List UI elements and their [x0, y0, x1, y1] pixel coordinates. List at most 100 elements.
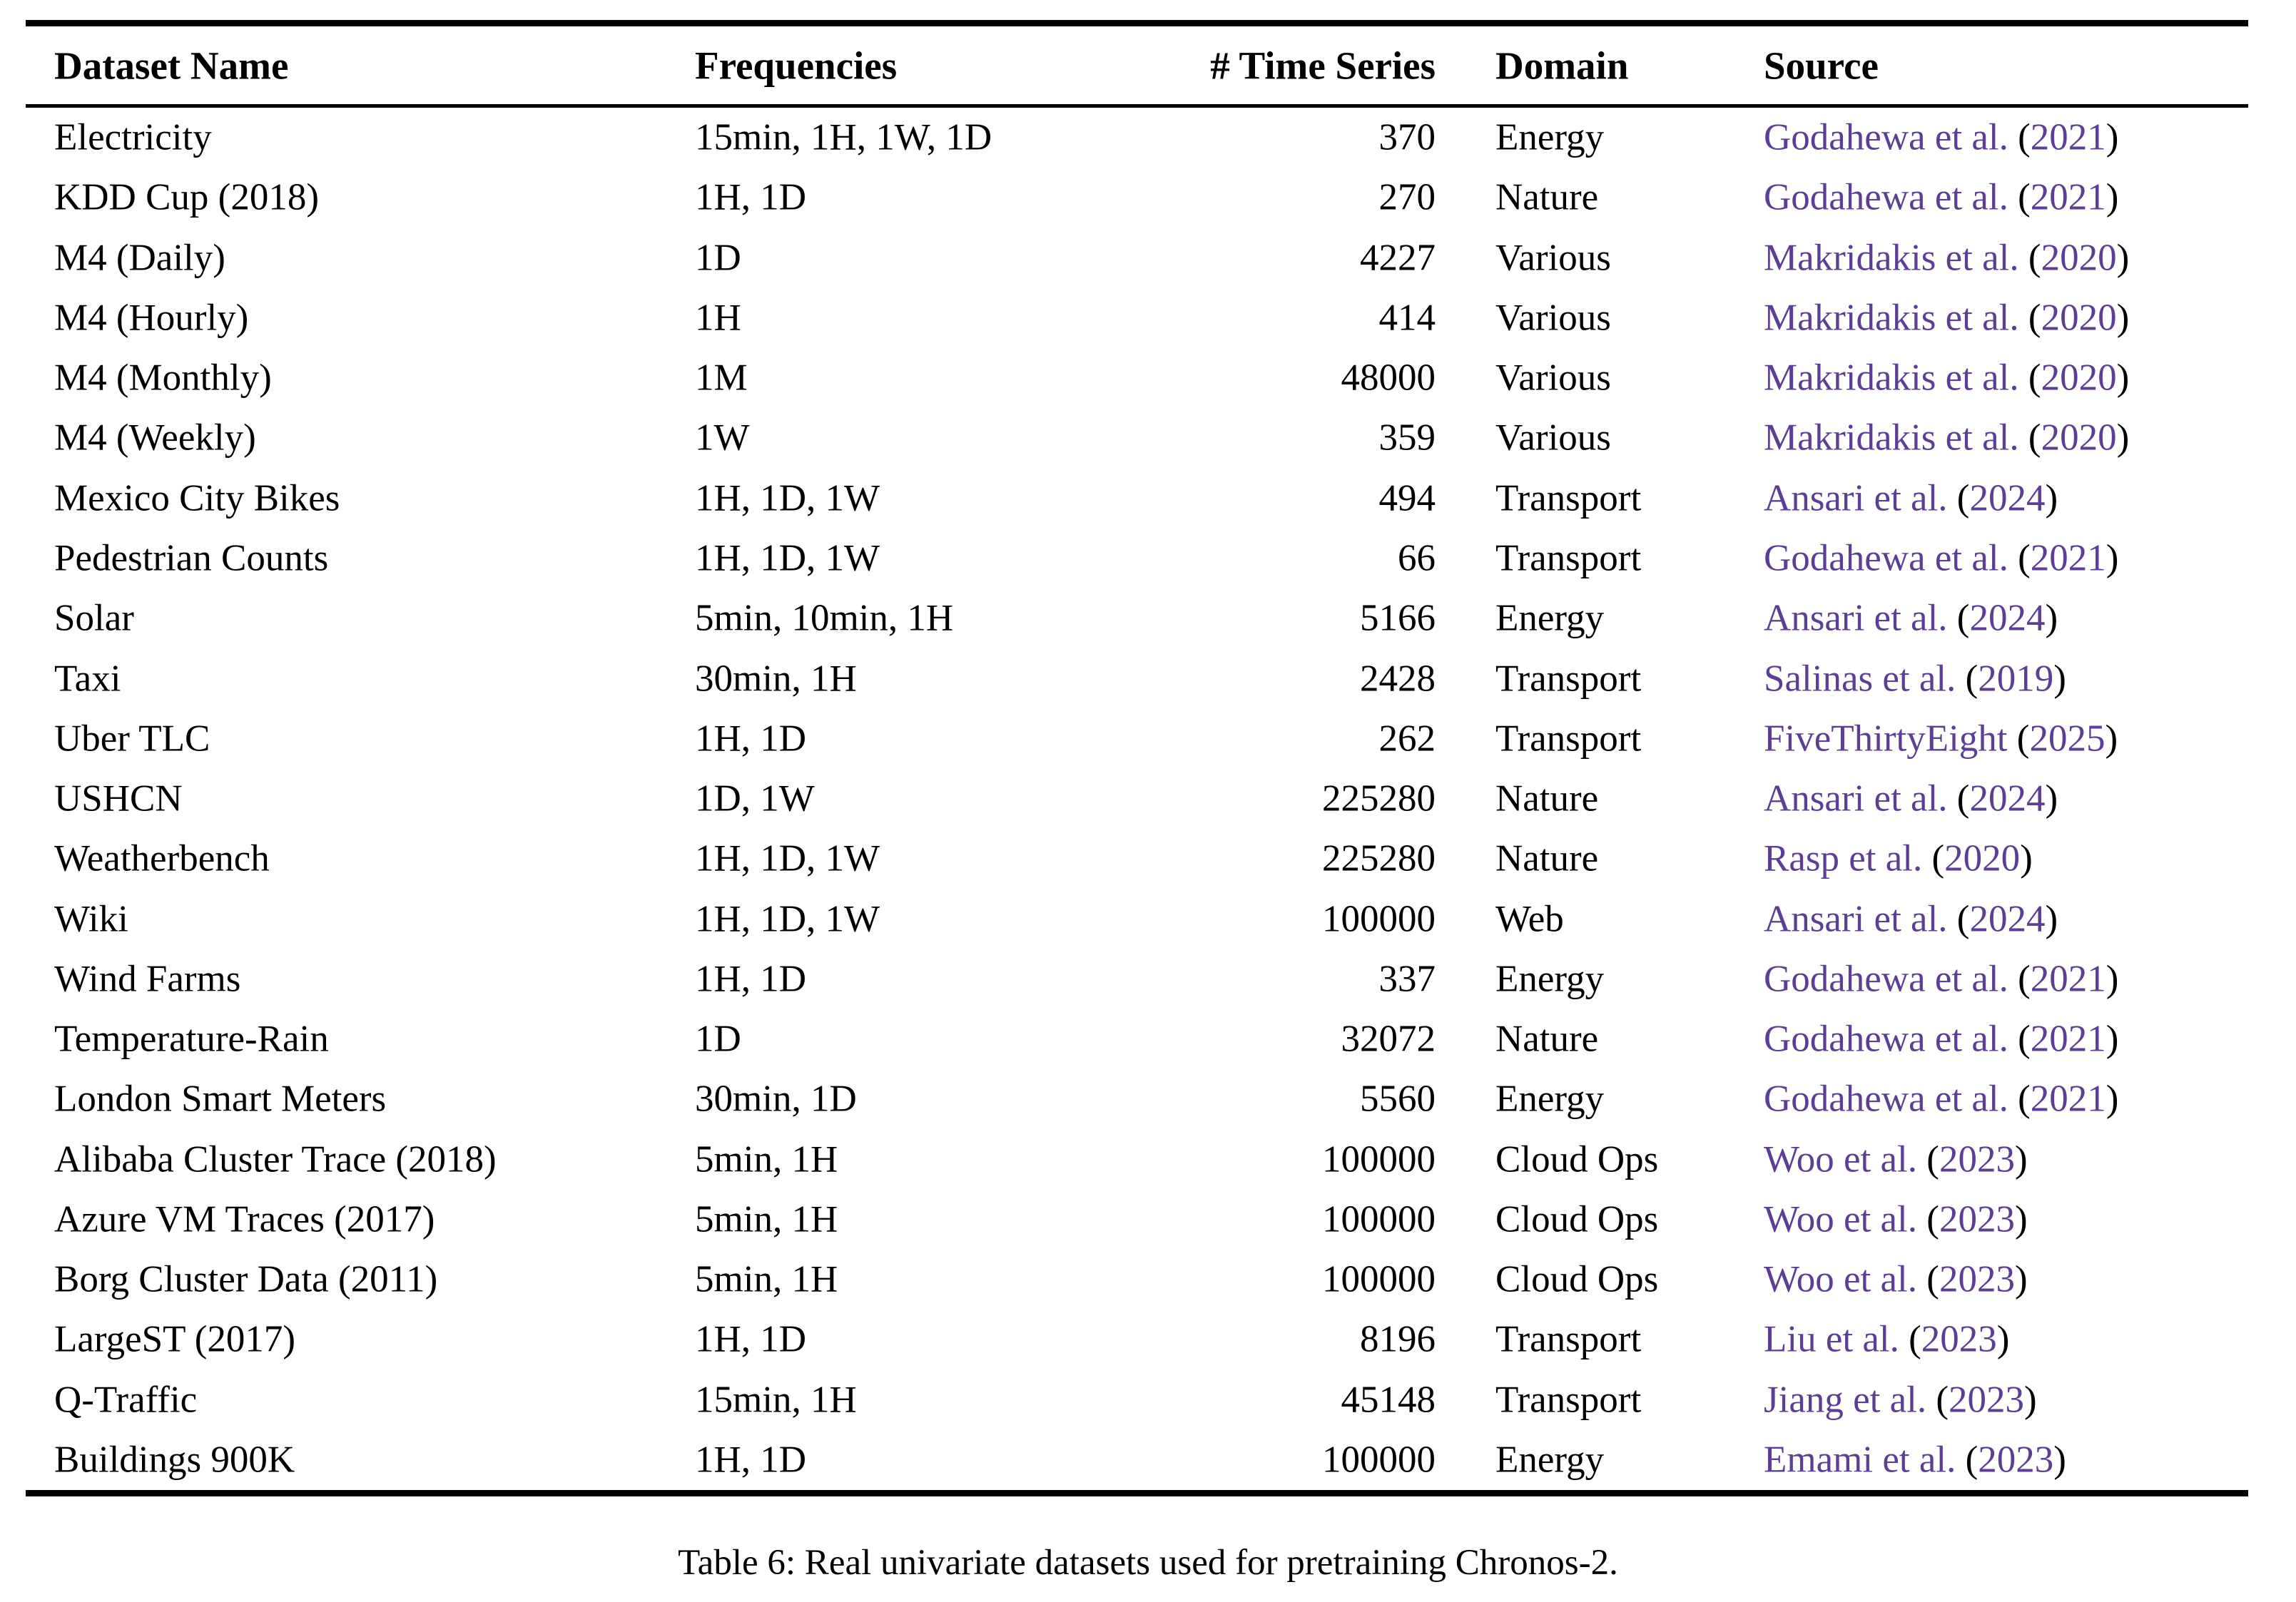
- table-row: Electricity 15min, 1H, 1W, 1D 370 Energy…: [0, 108, 2296, 168]
- domain-cell: Energy: [1495, 958, 1605, 1000]
- source-cell: Ansari et al. (2024): [1764, 479, 2058, 517]
- frequencies-cell: 1H, 1D, 1W: [695, 537, 880, 579]
- col-header-dataset-name: Dataset Name: [54, 44, 289, 87]
- frequencies-cell: 1H, 1D: [695, 1318, 807, 1360]
- num-time-series-cell: 2428: [1360, 658, 1436, 700]
- table-row: London Smart Meters 30min, 1D 5560 Energ…: [0, 1069, 2296, 1129]
- num-time-series-cell: 100000: [1322, 1439, 1436, 1481]
- citation-link[interactable]: Rasp et al. (2020): [1764, 837, 2033, 879]
- frequencies-cell: 1D: [695, 237, 741, 279]
- col-header-source: Source: [1764, 44, 1879, 87]
- citation-link[interactable]: Godahewa et al. (2021): [1764, 537, 2119, 579]
- num-time-series-cell: 225280: [1322, 837, 1436, 879]
- num-time-series-cell: 270: [1378, 176, 1436, 218]
- citation-link[interactable]: Godahewa et al. (2021): [1764, 176, 2119, 218]
- source-cell: Godahewa et al. (2021): [1764, 116, 2119, 158]
- num-time-series-cell: 45148: [1341, 1379, 1436, 1421]
- citation-link[interactable]: Ansari et al. (2024): [1764, 898, 2058, 940]
- citation-link[interactable]: Makridakis et al. (2020): [1764, 357, 2130, 399]
- citation-link[interactable]: Makridakis et al. (2020): [1764, 417, 2130, 459]
- citation-link[interactable]: Godahewa et al. (2021): [1764, 116, 2119, 158]
- citation-link[interactable]: Godahewa et al. (2021): [1764, 1078, 2119, 1120]
- source-cell: Salinas et al. (2019): [1764, 660, 2066, 698]
- table-row: Wind Farms 1H, 1D 337 Energy Godahewa et…: [0, 949, 2296, 1009]
- table-row: Azure VM Traces (2017) 5min, 1H 100000 C…: [0, 1190, 2296, 1250]
- source-cell: Jiang et al. (2023): [1764, 1381, 2037, 1419]
- dataset-name-cell: LargeST (2017): [54, 1318, 296, 1360]
- citation-link[interactable]: Godahewa et al. (2021): [1764, 1018, 2119, 1060]
- source-cell: Ansari et al. (2024): [1764, 597, 2058, 639]
- citation-link[interactable]: Liu et al. (2023): [1764, 1318, 2010, 1360]
- frequencies-cell: 1H, 1D: [695, 1439, 807, 1481]
- citation-link[interactable]: Godahewa et al. (2021): [1764, 958, 2119, 1000]
- citation-link[interactable]: Woo et al. (2023): [1764, 1258, 2028, 1300]
- frequencies-cell: 1H, 1D: [695, 176, 807, 218]
- table-row: Weatherbench 1H, 1D, 1W 225280 Nature Ra…: [0, 829, 2296, 889]
- source-cell: Godahewa et al. (2021): [1764, 539, 2118, 577]
- citation-link[interactable]: Ansari et al. (2024): [1764, 597, 2058, 639]
- table-row: Taxi 30min, 1H 2428 Transport Salinas et…: [0, 648, 2296, 708]
- num-time-series-cell: 370: [1378, 116, 1436, 158]
- frequencies-cell: 1H, 1D, 1W: [695, 837, 880, 879]
- dataset-name-cell: London Smart Meters: [54, 1078, 387, 1120]
- frequencies-cell: 5min, 1H: [695, 1138, 838, 1180]
- dataset-name-cell: M4 (Weekly): [54, 417, 256, 459]
- frequencies-cell: 1H, 1D, 1W: [695, 898, 880, 940]
- citation-link[interactable]: Woo et al. (2023): [1764, 1138, 2028, 1180]
- dataset-name-cell: M4 (Hourly): [54, 297, 249, 339]
- num-time-series-cell: 414: [1378, 297, 1436, 339]
- source-cell: Ansari et al. (2024): [1764, 780, 2058, 818]
- source-cell: Ansari et al. (2024): [1764, 900, 2058, 938]
- col-header-num-time-series: # Time Series: [1210, 44, 1436, 87]
- citation-link[interactable]: FiveThirtyEight (2025): [1764, 718, 2118, 760]
- source-cell: Godahewa et al. (2021): [1764, 960, 2118, 998]
- citation-link[interactable]: Makridakis et al. (2020): [1764, 297, 2130, 339]
- domain-cell: Various: [1495, 297, 1611, 339]
- source-cell: Makridakis et al. (2020): [1764, 299, 2129, 337]
- table-row: Q-Traffic 15min, 1H 45148 Transport Jian…: [0, 1370, 2296, 1430]
- domain-cell: Energy: [1495, 597, 1605, 639]
- num-time-series-cell: 5560: [1360, 1078, 1436, 1120]
- frequencies-cell: 1H, 1D: [695, 958, 807, 1000]
- source-cell: Godahewa et al. (2021): [1764, 1078, 2119, 1120]
- source-cell: Emami et al. (2023): [1764, 1441, 2066, 1479]
- num-time-series-cell: 48000: [1341, 357, 1436, 399]
- citation-link[interactable]: Woo et al. (2023): [1764, 1198, 2028, 1240]
- citation-link[interactable]: Ansari et al. (2024): [1764, 477, 2058, 519]
- dataset-name-cell: Pedestrian Counts: [54, 537, 329, 579]
- num-time-series-cell: 359: [1378, 417, 1436, 459]
- citation-link[interactable]: Makridakis et al. (2020): [1764, 237, 2130, 279]
- citation-link[interactable]: Emami et al. (2023): [1764, 1439, 2066, 1481]
- num-time-series-cell: 100000: [1322, 1258, 1436, 1300]
- table-row: USHCN 1D, 1W 225280 Nature Ansari et al.…: [0, 769, 2296, 829]
- citation-link[interactable]: Ansari et al. (2024): [1764, 777, 2058, 820]
- domain-cell: Cloud Ops: [1495, 1198, 1659, 1240]
- num-time-series-cell: 494: [1378, 477, 1436, 519]
- frequencies-cell: 1H: [695, 297, 741, 339]
- num-time-series-cell: 4227: [1360, 237, 1436, 279]
- domain-cell: Various: [1495, 357, 1611, 399]
- frequencies-cell: 1D: [695, 1018, 741, 1060]
- citation-link[interactable]: Jiang et al. (2023): [1764, 1379, 2037, 1421]
- frequencies-cell: 5min, 1H: [695, 1258, 838, 1300]
- domain-cell: Various: [1495, 417, 1611, 459]
- citation-link[interactable]: Salinas et al. (2019): [1764, 658, 2066, 700]
- source-cell: Godahewa et al. (2021): [1764, 1018, 2119, 1060]
- table-top-rule: [26, 20, 2248, 26]
- domain-cell: Transport: [1495, 537, 1642, 579]
- table-bottom-rule: [26, 1490, 2248, 1496]
- dataset-name-cell: Taxi: [54, 658, 121, 700]
- table-row: LargeST (2017) 1H, 1D 8196 Transport Liu…: [0, 1310, 2296, 1369]
- source-cell: Makridakis et al. (2020): [1764, 419, 2129, 457]
- num-time-series-cell: 32072: [1341, 1018, 1436, 1060]
- num-time-series-cell: 8196: [1360, 1318, 1436, 1360]
- table-row: Temperature-Rain 1D 32072 Nature Godahew…: [0, 1009, 2296, 1069]
- frequencies-cell: 5min, 10min, 1H: [695, 597, 954, 639]
- source-cell: Makridakis et al. (2020): [1764, 239, 2129, 277]
- num-time-series-cell: 100000: [1322, 898, 1436, 940]
- source-cell: FiveThirtyEight (2025): [1764, 720, 2118, 757]
- frequencies-cell: 1W: [695, 417, 750, 459]
- dataset-name-cell: Weatherbench: [54, 837, 270, 879]
- source-cell: Rasp et al. (2020): [1764, 840, 2033, 878]
